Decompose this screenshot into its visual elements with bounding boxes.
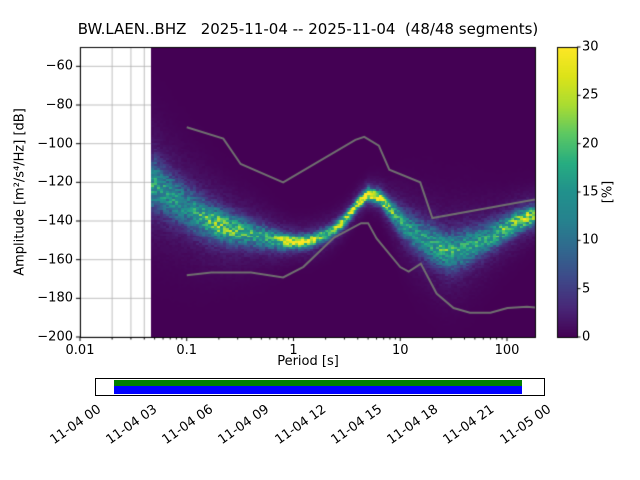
colorbar-tick-label: 5	[582, 281, 591, 297]
colorbar-tick-label: 20	[582, 136, 599, 152]
coverage-bar	[95, 378, 545, 396]
x-tick-label: 100	[494, 343, 520, 358]
y-tick-label: −160	[37, 252, 73, 268]
colorbar-tick-label: 30	[582, 39, 599, 55]
x-tick-label: 0.01	[65, 343, 95, 358]
plot-title: BW.LAEN..BHZ 2025-11-04 -- 2025-11-04 (4…	[77, 20, 539, 38]
y-tick-label: −200	[37, 329, 73, 345]
colorbar-tick-label: 15	[582, 184, 599, 200]
colorbar-tick-label: 10	[582, 232, 599, 248]
y-tick-label: −100	[37, 136, 73, 152]
y-tick-label: −120	[37, 174, 73, 190]
x-tick-label: 10	[391, 343, 409, 358]
x-tick-label: 1	[289, 343, 298, 358]
colorbar-tick-label: 25	[582, 87, 599, 103]
x-axis-label: Period [s]	[277, 354, 339, 369]
colorbar-tick-label: 0	[582, 329, 591, 345]
coverage-data-blue	[113, 386, 523, 394]
y-tick-label: −180	[37, 290, 73, 306]
y-axis-label: Amplitude [m²/s⁴/Hz] [dB]	[12, 108, 28, 276]
y-tick-label: −60	[45, 58, 73, 74]
coverage-data-green	[113, 380, 523, 386]
y-tick-label: −140	[37, 213, 73, 229]
x-tick-label: 0.1	[176, 343, 198, 358]
colorbar-label: [%]	[600, 180, 616, 204]
y-tick-label: −80	[45, 97, 73, 113]
